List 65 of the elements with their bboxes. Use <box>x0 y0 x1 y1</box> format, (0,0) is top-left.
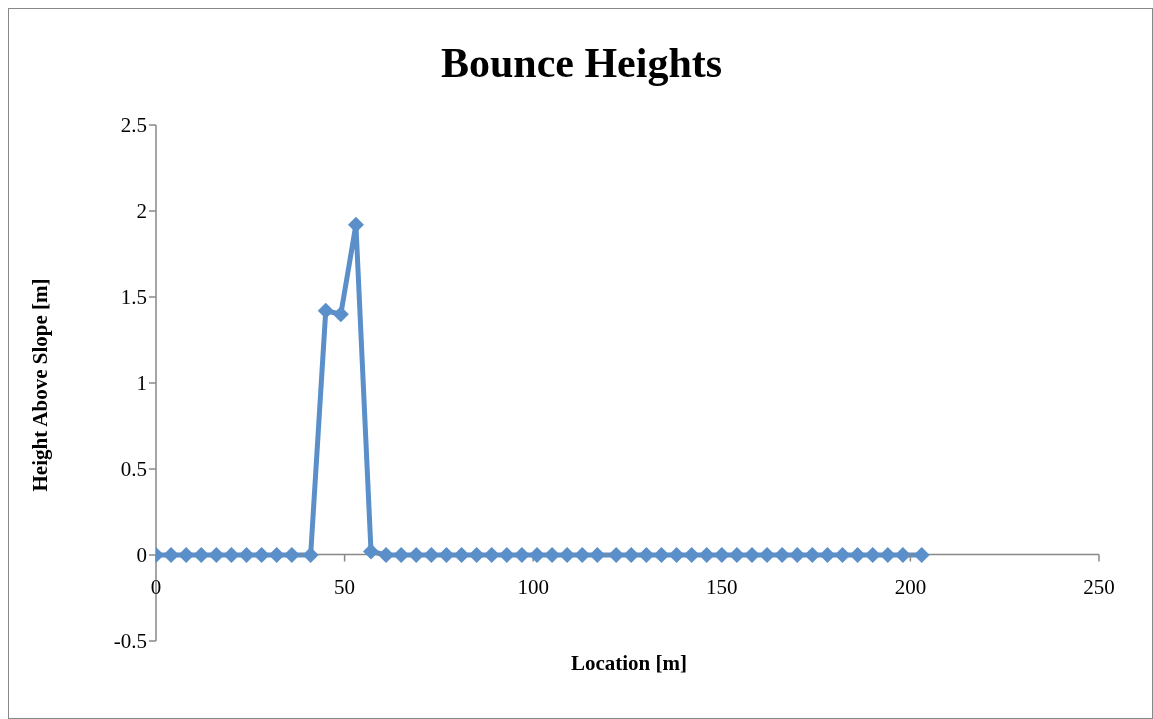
point <box>589 547 606 563</box>
point <box>423 547 440 563</box>
point <box>864 547 881 563</box>
point <box>683 547 700 563</box>
point <box>208 547 225 563</box>
y-tick-label: 2.5 <box>120 113 147 138</box>
y-tick-label: 2 <box>136 199 147 224</box>
point <box>253 547 270 563</box>
chart-title: Bounce Heights <box>439 39 724 87</box>
point <box>653 547 670 563</box>
y-axis-title: Height Above Slope [m] <box>27 278 53 491</box>
y-tick-label: -0.5 <box>113 629 147 654</box>
point <box>468 547 485 563</box>
x-tick-label: 200 <box>894 574 927 599</box>
point <box>223 547 240 563</box>
point <box>759 547 776 563</box>
point <box>894 547 911 563</box>
point <box>819 547 836 563</box>
x-tick-label: 100 <box>517 574 549 599</box>
point <box>774 547 791 563</box>
point <box>544 547 561 563</box>
point <box>302 547 319 563</box>
y-tick-label: 0 <box>136 543 147 568</box>
point <box>378 547 395 563</box>
point <box>238 547 255 563</box>
x-axis-title: Location [m] <box>569 651 689 676</box>
point <box>834 547 851 563</box>
y-tick-label: 0.5 <box>120 457 147 482</box>
point <box>743 547 760 563</box>
point <box>317 302 334 319</box>
point <box>804 547 821 563</box>
point <box>163 547 180 563</box>
x-tick-label: 250 <box>1083 574 1115 599</box>
x-tick-label: 150 <box>706 574 738 599</box>
point <box>283 547 300 563</box>
point <box>408 547 425 563</box>
point <box>513 547 530 563</box>
point <box>483 547 500 563</box>
point <box>698 547 715 563</box>
point <box>849 547 866 563</box>
point <box>879 547 896 563</box>
point <box>574 547 591 563</box>
point <box>498 547 515 563</box>
point <box>559 547 576 563</box>
point <box>528 547 545 563</box>
point <box>178 547 195 563</box>
point <box>638 547 655 563</box>
point <box>728 547 745 563</box>
point <box>713 547 730 563</box>
point <box>347 216 364 233</box>
point <box>438 547 455 563</box>
point <box>623 547 640 563</box>
point <box>332 306 349 323</box>
y-tick-label: 1.5 <box>120 285 147 310</box>
point <box>193 547 210 563</box>
point <box>668 547 685 563</box>
point <box>393 547 410 563</box>
x-tick-label: 50 <box>334 574 356 599</box>
point <box>268 547 285 563</box>
point <box>913 547 930 563</box>
point <box>453 547 470 563</box>
y-tick-label: 1 <box>136 371 147 396</box>
point <box>789 547 806 563</box>
point <box>363 543 379 560</box>
point <box>608 547 625 563</box>
